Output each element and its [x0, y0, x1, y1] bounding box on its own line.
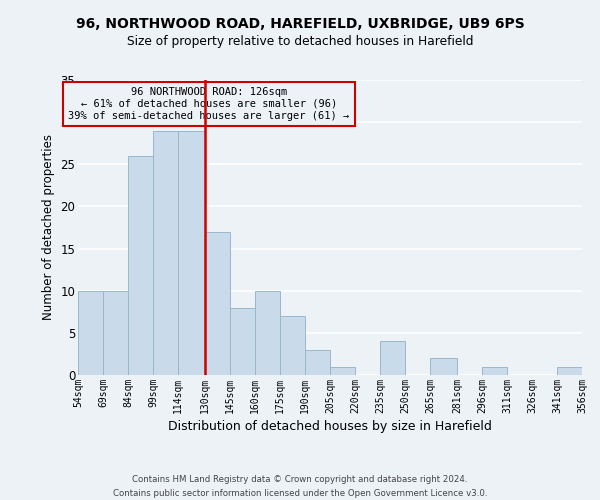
Y-axis label: Number of detached properties: Number of detached properties — [42, 134, 55, 320]
Bar — [482, 366, 507, 375]
Bar — [205, 232, 230, 375]
Bar — [103, 290, 128, 375]
Bar — [78, 290, 103, 375]
X-axis label: Distribution of detached houses by size in Harefield: Distribution of detached houses by size … — [168, 420, 492, 433]
Text: 96, NORTHWOOD ROAD, HAREFIELD, UXBRIDGE, UB9 6PS: 96, NORTHWOOD ROAD, HAREFIELD, UXBRIDGE,… — [76, 18, 524, 32]
Bar — [255, 290, 280, 375]
Text: Contains HM Land Registry data © Crown copyright and database right 2024.
Contai: Contains HM Land Registry data © Crown c… — [113, 476, 487, 498]
Bar — [128, 156, 153, 375]
Text: 96 NORTHWOOD ROAD: 126sqm
← 61% of detached houses are smaller (96)
39% of semi-: 96 NORTHWOOD ROAD: 126sqm ← 61% of detac… — [68, 88, 350, 120]
Bar — [430, 358, 457, 375]
Bar — [230, 308, 255, 375]
Bar — [380, 342, 405, 375]
Bar — [178, 130, 205, 375]
Bar — [153, 130, 178, 375]
Bar — [305, 350, 330, 375]
Bar — [557, 366, 582, 375]
Bar — [330, 366, 355, 375]
Bar — [280, 316, 305, 375]
Text: Size of property relative to detached houses in Harefield: Size of property relative to detached ho… — [127, 35, 473, 48]
